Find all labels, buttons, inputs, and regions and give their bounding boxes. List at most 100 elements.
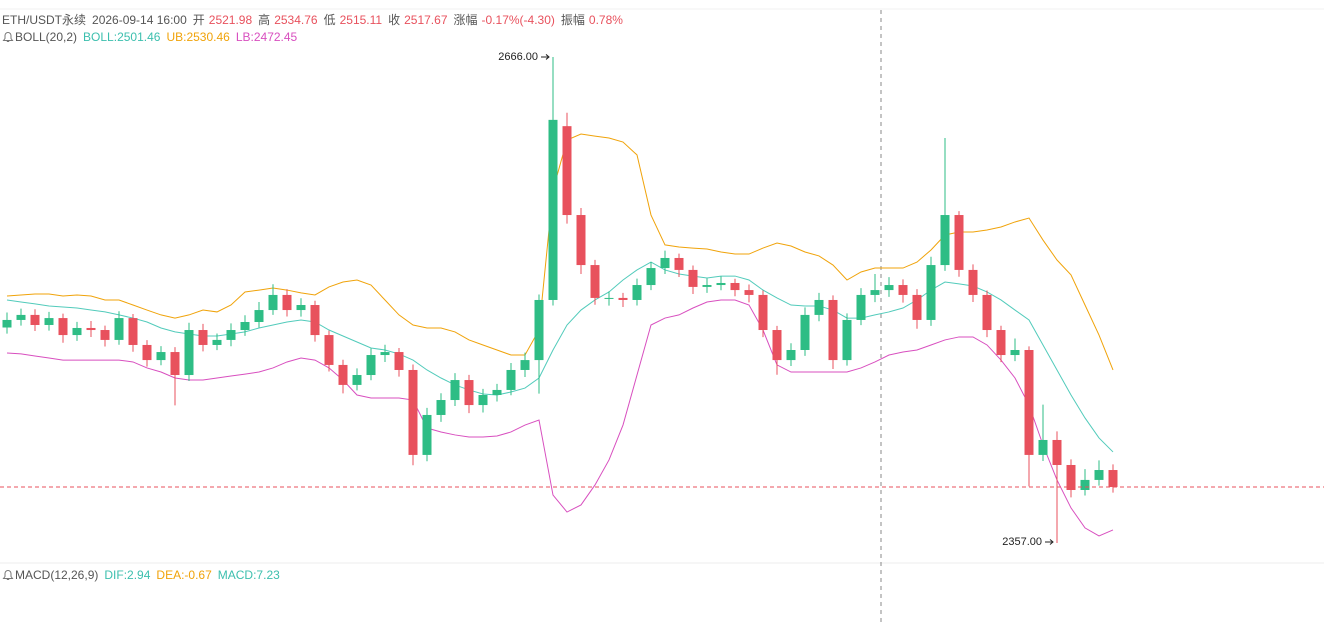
header-field: 高 2534.76 [258, 11, 317, 28]
candle-body [352, 375, 362, 385]
candle-body [730, 282, 740, 291]
candle-body [1094, 470, 1104, 480]
candle-body [366, 355, 376, 376]
candle-body [436, 400, 446, 415]
candle-body [142, 344, 152, 361]
candle-body [898, 285, 908, 295]
candle-body [380, 352, 390, 356]
candle-body [506, 369, 516, 390]
field-value: 2517.67 [404, 13, 448, 27]
candle-body [478, 394, 488, 406]
boll-band-line [6, 299, 1114, 537]
candle-body [702, 285, 712, 287]
candle-body [870, 290, 880, 295]
candle-body [842, 319, 852, 361]
candle-body [744, 290, 754, 295]
legend-item: MACD:7.23 [217, 568, 280, 582]
candle-body [100, 330, 110, 340]
legend-item: UB:2530.46 [166, 30, 230, 44]
macd-name: MACD(12,26,9) [15, 568, 99, 582]
header-field: 振幅 0.78% [561, 11, 623, 28]
candle-body [58, 318, 68, 336]
candle-body [968, 269, 978, 295]
candle-body [156, 352, 166, 361]
candle-body [16, 314, 26, 320]
field-value: 2515.11 [339, 13, 383, 27]
field-label: 开 [192, 13, 205, 27]
field-label: 收 [388, 13, 401, 27]
candle-body [1038, 439, 1048, 455]
candle-body [800, 314, 810, 350]
candle-body [1024, 350, 1034, 455]
header-field: 涨幅 -0.17%(-4.30) [454, 11, 555, 28]
candle-body [240, 322, 250, 331]
candle-body [856, 294, 866, 320]
candle-body [114, 318, 124, 340]
candle-body [576, 215, 586, 266]
candle-body [464, 380, 474, 406]
candle-body [310, 305, 320, 336]
candle-body [2, 319, 12, 328]
boll-name: BOLL(20,2) [15, 30, 78, 44]
candle-body [72, 327, 82, 336]
field-value: 2534.76 [274, 13, 318, 27]
field-label: 涨幅 [453, 13, 478, 27]
macd-legend: MACD(12,26,9) DIF:2.94 DEA:-0.67 MACD:7.23 [2, 568, 280, 582]
alert-icon[interactable] [2, 31, 14, 43]
candle-body [618, 297, 628, 300]
candle-body [324, 335, 334, 365]
candle-body [758, 294, 768, 331]
candle-body [590, 265, 600, 298]
candle-body [1066, 464, 1076, 490]
header-field: 收 2517.67 [388, 11, 447, 28]
field-value: 2521.98 [208, 13, 253, 27]
candle-body [996, 330, 1006, 356]
time: 2026-09-14 16:00 [92, 12, 187, 27]
candle-body [1052, 439, 1062, 465]
candle-body [1080, 479, 1090, 490]
symbol: ETH/USDT永续 [2, 13, 87, 27]
candle-body [828, 299, 838, 361]
candle-body [30, 314, 40, 325]
candle-body [772, 330, 782, 361]
candle-body [982, 294, 992, 331]
candle-body [548, 119, 558, 300]
candle-body [128, 318, 138, 345]
alert-icon[interactable] [2, 569, 14, 581]
candle-body [562, 126, 572, 216]
candle-body [296, 305, 306, 311]
field-label: 高 [258, 13, 271, 27]
candle-body [226, 330, 236, 340]
candle-body [660, 257, 670, 269]
candle-body [884, 285, 894, 291]
candle-body [268, 294, 278, 311]
candle-body [954, 215, 964, 270]
candle-body [716, 282, 726, 286]
candle-body [814, 299, 824, 315]
boll-band-line [6, 133, 1114, 371]
candle-body [282, 294, 292, 311]
candle-body [520, 360, 530, 370]
legend-item: LB:2472.45 [235, 30, 298, 44]
header-field: 开 2521.98 [193, 11, 252, 28]
candle-body [926, 265, 936, 320]
boll-legend: BOLL(20,2) BOLL:2501.46 UB:2530.46 LB:2472… [2, 30, 297, 44]
candle-body [44, 318, 54, 325]
legend-item: DIF:2.94 [104, 568, 151, 582]
extreme-label: 2357.00 [1002, 536, 1042, 548]
candle-body [534, 299, 544, 361]
extreme-arrow [541, 54, 550, 60]
candle-body [646, 268, 656, 286]
candle-body [254, 310, 264, 322]
candle-body [422, 414, 432, 455]
legend-item: BOLL:2501.46 [83, 30, 161, 44]
candle-body [338, 364, 348, 385]
ohlc-header: ETH/USDT永续 2026-09-14 16:00 开 2521.98 高 253… [2, 11, 623, 28]
candle-body [604, 297, 614, 299]
candle-body [394, 352, 404, 370]
candle-body [184, 330, 194, 376]
candle-body [674, 257, 684, 270]
candle-body [198, 330, 208, 345]
